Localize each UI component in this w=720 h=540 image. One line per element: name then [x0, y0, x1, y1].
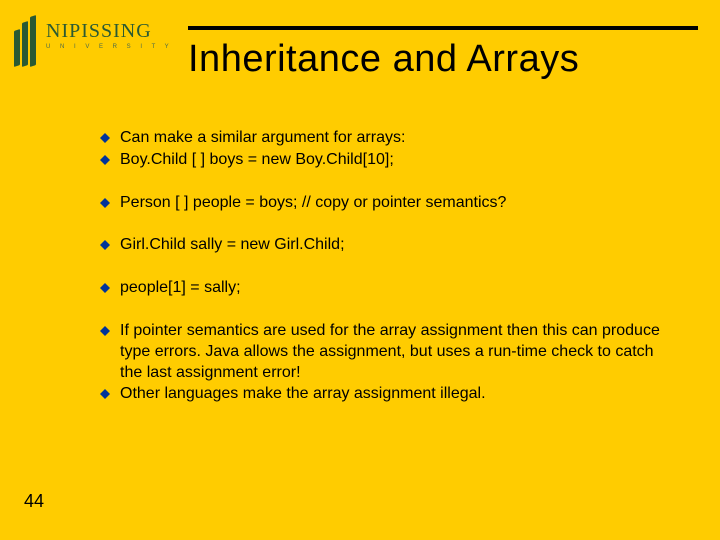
diamond-bullet-icon — [100, 133, 110, 143]
logo: NIPISSING U N I V E R S I T Y — [14, 14, 173, 66]
bullet-text: Other languages make the array assignmen… — [120, 384, 672, 405]
bullet-item: If pointer semantics are used for the ar… — [100, 321, 672, 383]
title-bar — [188, 26, 698, 30]
bullet-list: Can make a similar argument for arrays:B… — [100, 128, 672, 405]
diamond-bullet-icon — [100, 198, 110, 208]
logo-mark — [14, 14, 40, 66]
bullet-item: Person [ ] people = boys; // copy or poi… — [100, 193, 672, 214]
bullet-item: Girl.Child sally = new Girl.Child; — [100, 235, 672, 256]
logo-main-text: NIPISSING — [46, 20, 173, 43]
bullet-text: If pointer semantics are used for the ar… — [120, 321, 672, 383]
logo-sub-text: U N I V E R S I T Y — [46, 44, 173, 50]
diamond-bullet-icon — [100, 155, 110, 165]
bullet-text: Girl.Child sally = new Girl.Child; — [120, 235, 672, 256]
diamond-bullet-icon — [100, 240, 110, 250]
slide-title: Inheritance and Arrays — [188, 38, 700, 81]
bullet-item: people[1] = sally; — [100, 278, 672, 299]
diamond-bullet-icon — [100, 283, 110, 293]
content-area: Can make a similar argument for arrays:B… — [100, 128, 672, 406]
bullet-text: Person [ ] people = boys; // copy or poi… — [120, 193, 672, 214]
bullet-item: Can make a similar argument for arrays: — [100, 128, 672, 149]
bullet-text: Boy.Child [ ] boys = new Boy.Child[10]; — [120, 150, 672, 171]
bullet-text: people[1] = sally; — [120, 278, 672, 299]
diamond-bullet-icon — [100, 389, 110, 399]
bullet-item: Other languages make the array assignmen… — [100, 384, 672, 405]
slide-number: 44 — [24, 491, 44, 512]
bullet-item: Boy.Child [ ] boys = new Boy.Child[10]; — [100, 150, 672, 171]
bullet-text: Can make a similar argument for arrays: — [120, 128, 672, 149]
logo-text: NIPISSING U N I V E R S I T Y — [46, 20, 173, 50]
diamond-bullet-icon — [100, 326, 110, 336]
title-area: Inheritance and Arrays — [188, 26, 700, 81]
